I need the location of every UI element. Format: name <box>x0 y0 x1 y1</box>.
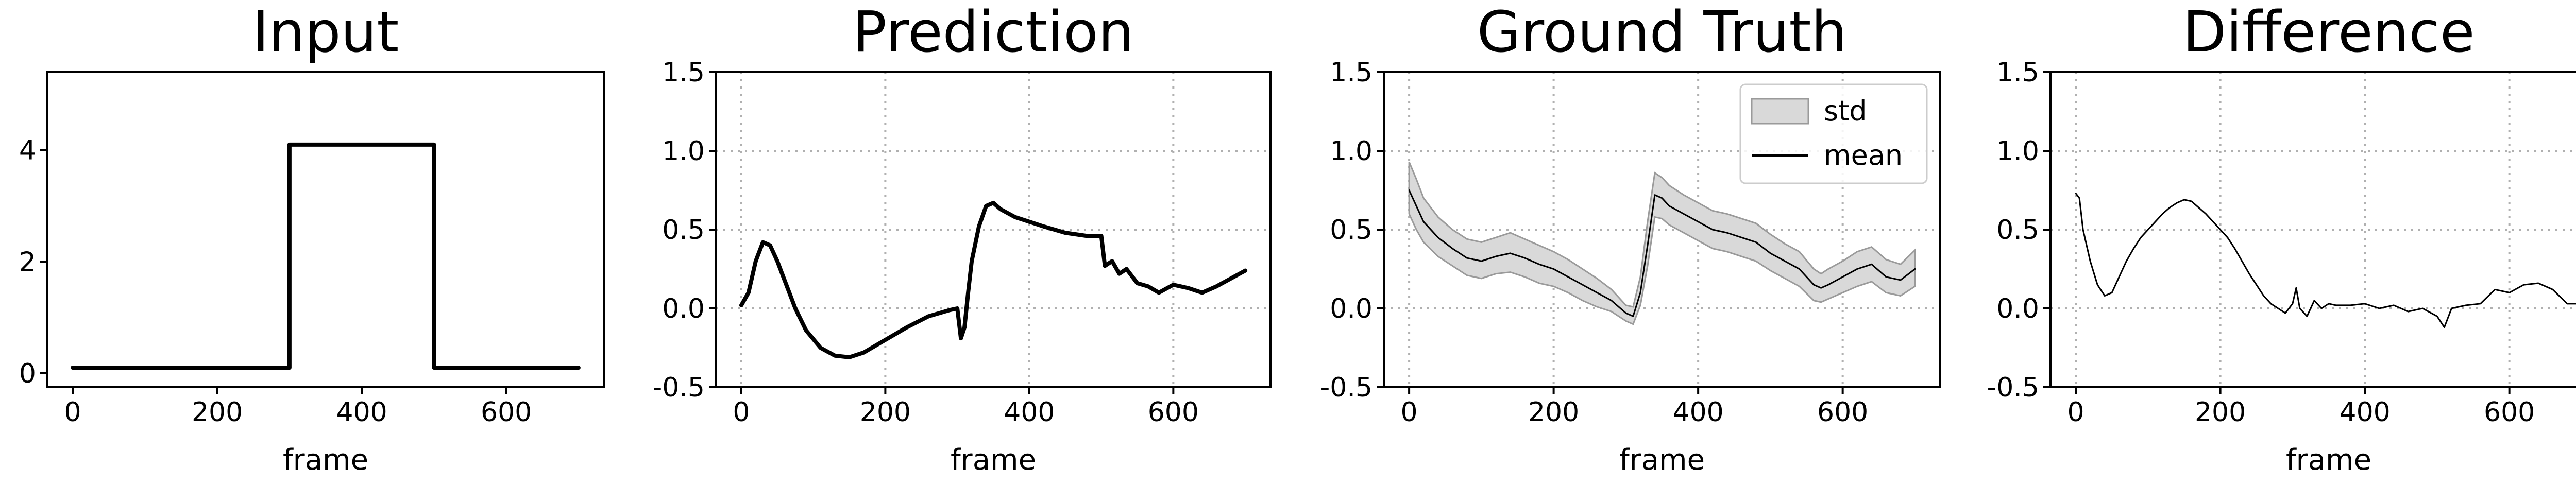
y-tick-label: 1.5 <box>662 57 705 88</box>
series-line <box>71 142 581 370</box>
x-tick-label: 600 <box>481 397 532 428</box>
legend-mean-label: mean <box>1824 139 1903 171</box>
y-tick-label: 1.5 <box>1996 57 2039 88</box>
y-tick-label: 1.0 <box>1330 136 1372 167</box>
panel-title: Ground Truth <box>1477 0 1847 65</box>
x-tick-label: 0 <box>2067 397 2084 428</box>
mean-line <box>2075 193 2576 328</box>
x-tick-label: 200 <box>192 397 243 428</box>
y-tick-label: 0.5 <box>1330 215 1372 246</box>
std-band <box>1408 161 1916 325</box>
y-tick-label: -0.5 <box>1320 372 1372 403</box>
y-tick-label: 0.5 <box>1996 215 2039 246</box>
y-tick-label: 0.0 <box>1330 293 1372 324</box>
x-axis-label: frame <box>283 443 368 477</box>
legend-std-label: std <box>1824 95 1867 127</box>
y-tick-label: 2 <box>19 247 36 278</box>
x-tick-label: 400 <box>2339 397 2390 428</box>
panel-input: Input frame 0 200 400 600 0 2 4 <box>19 0 605 477</box>
x-tick-label: 0 <box>64 397 81 428</box>
x-axis-label: frame <box>1619 443 1705 477</box>
y-tick-label: -0.5 <box>1987 372 2039 403</box>
y-tick-label: 0.0 <box>662 293 705 324</box>
x-tick-label: 600 <box>2484 397 2535 428</box>
y-tick-label: 1.5 <box>1330 57 1372 88</box>
y-tick-label: 0.5 <box>662 215 705 246</box>
panel-ground-truth: Ground Truth frame 0 200 400 600 -0.5 0.0 0.5 1… <box>1320 0 1941 477</box>
x-tick-label: 200 <box>2195 397 2246 428</box>
y-tick-label: 4 <box>19 135 36 166</box>
x-axis-label: frame <box>2286 443 2371 477</box>
y-tick-label: 1.0 <box>1996 136 2039 167</box>
x-tick-label: 400 <box>1004 397 1055 428</box>
x-tick-label: 0 <box>1401 397 1418 428</box>
y-tick-label: -0.5 <box>653 372 705 403</box>
panel-difference: Difference frame 0 200 400 600 -0.5 0.0 0.5 1.0… <box>1987 0 2576 477</box>
y-tick-label: 0 <box>19 358 36 389</box>
mean-line <box>1408 189 1916 317</box>
x-tick-label: 200 <box>1528 397 1579 428</box>
panel-prediction: Prediction frame 0 200 400 600 -0.5 0.0 0.5 1.0… <box>653 0 1272 477</box>
legend-std-swatch <box>1751 98 1809 125</box>
panel-title: Input <box>252 0 399 65</box>
axes-frame <box>46 71 605 388</box>
x-tick-label: 400 <box>1672 397 1723 428</box>
x-axis-label: frame <box>951 443 1036 477</box>
x-tick-label: 600 <box>1817 397 1868 428</box>
x-tick-label: 200 <box>860 397 911 428</box>
panel-title: Prediction <box>853 0 1134 65</box>
x-tick-label: 600 <box>1148 397 1199 428</box>
x-tick-label: 0 <box>733 397 750 428</box>
x-tick-label: 400 <box>336 397 387 428</box>
y-tick-label: 0.0 <box>1996 293 2039 324</box>
panel-title: Difference <box>2182 0 2475 65</box>
y-tick-label: 1.0 <box>662 136 705 167</box>
series-line <box>739 200 1248 359</box>
